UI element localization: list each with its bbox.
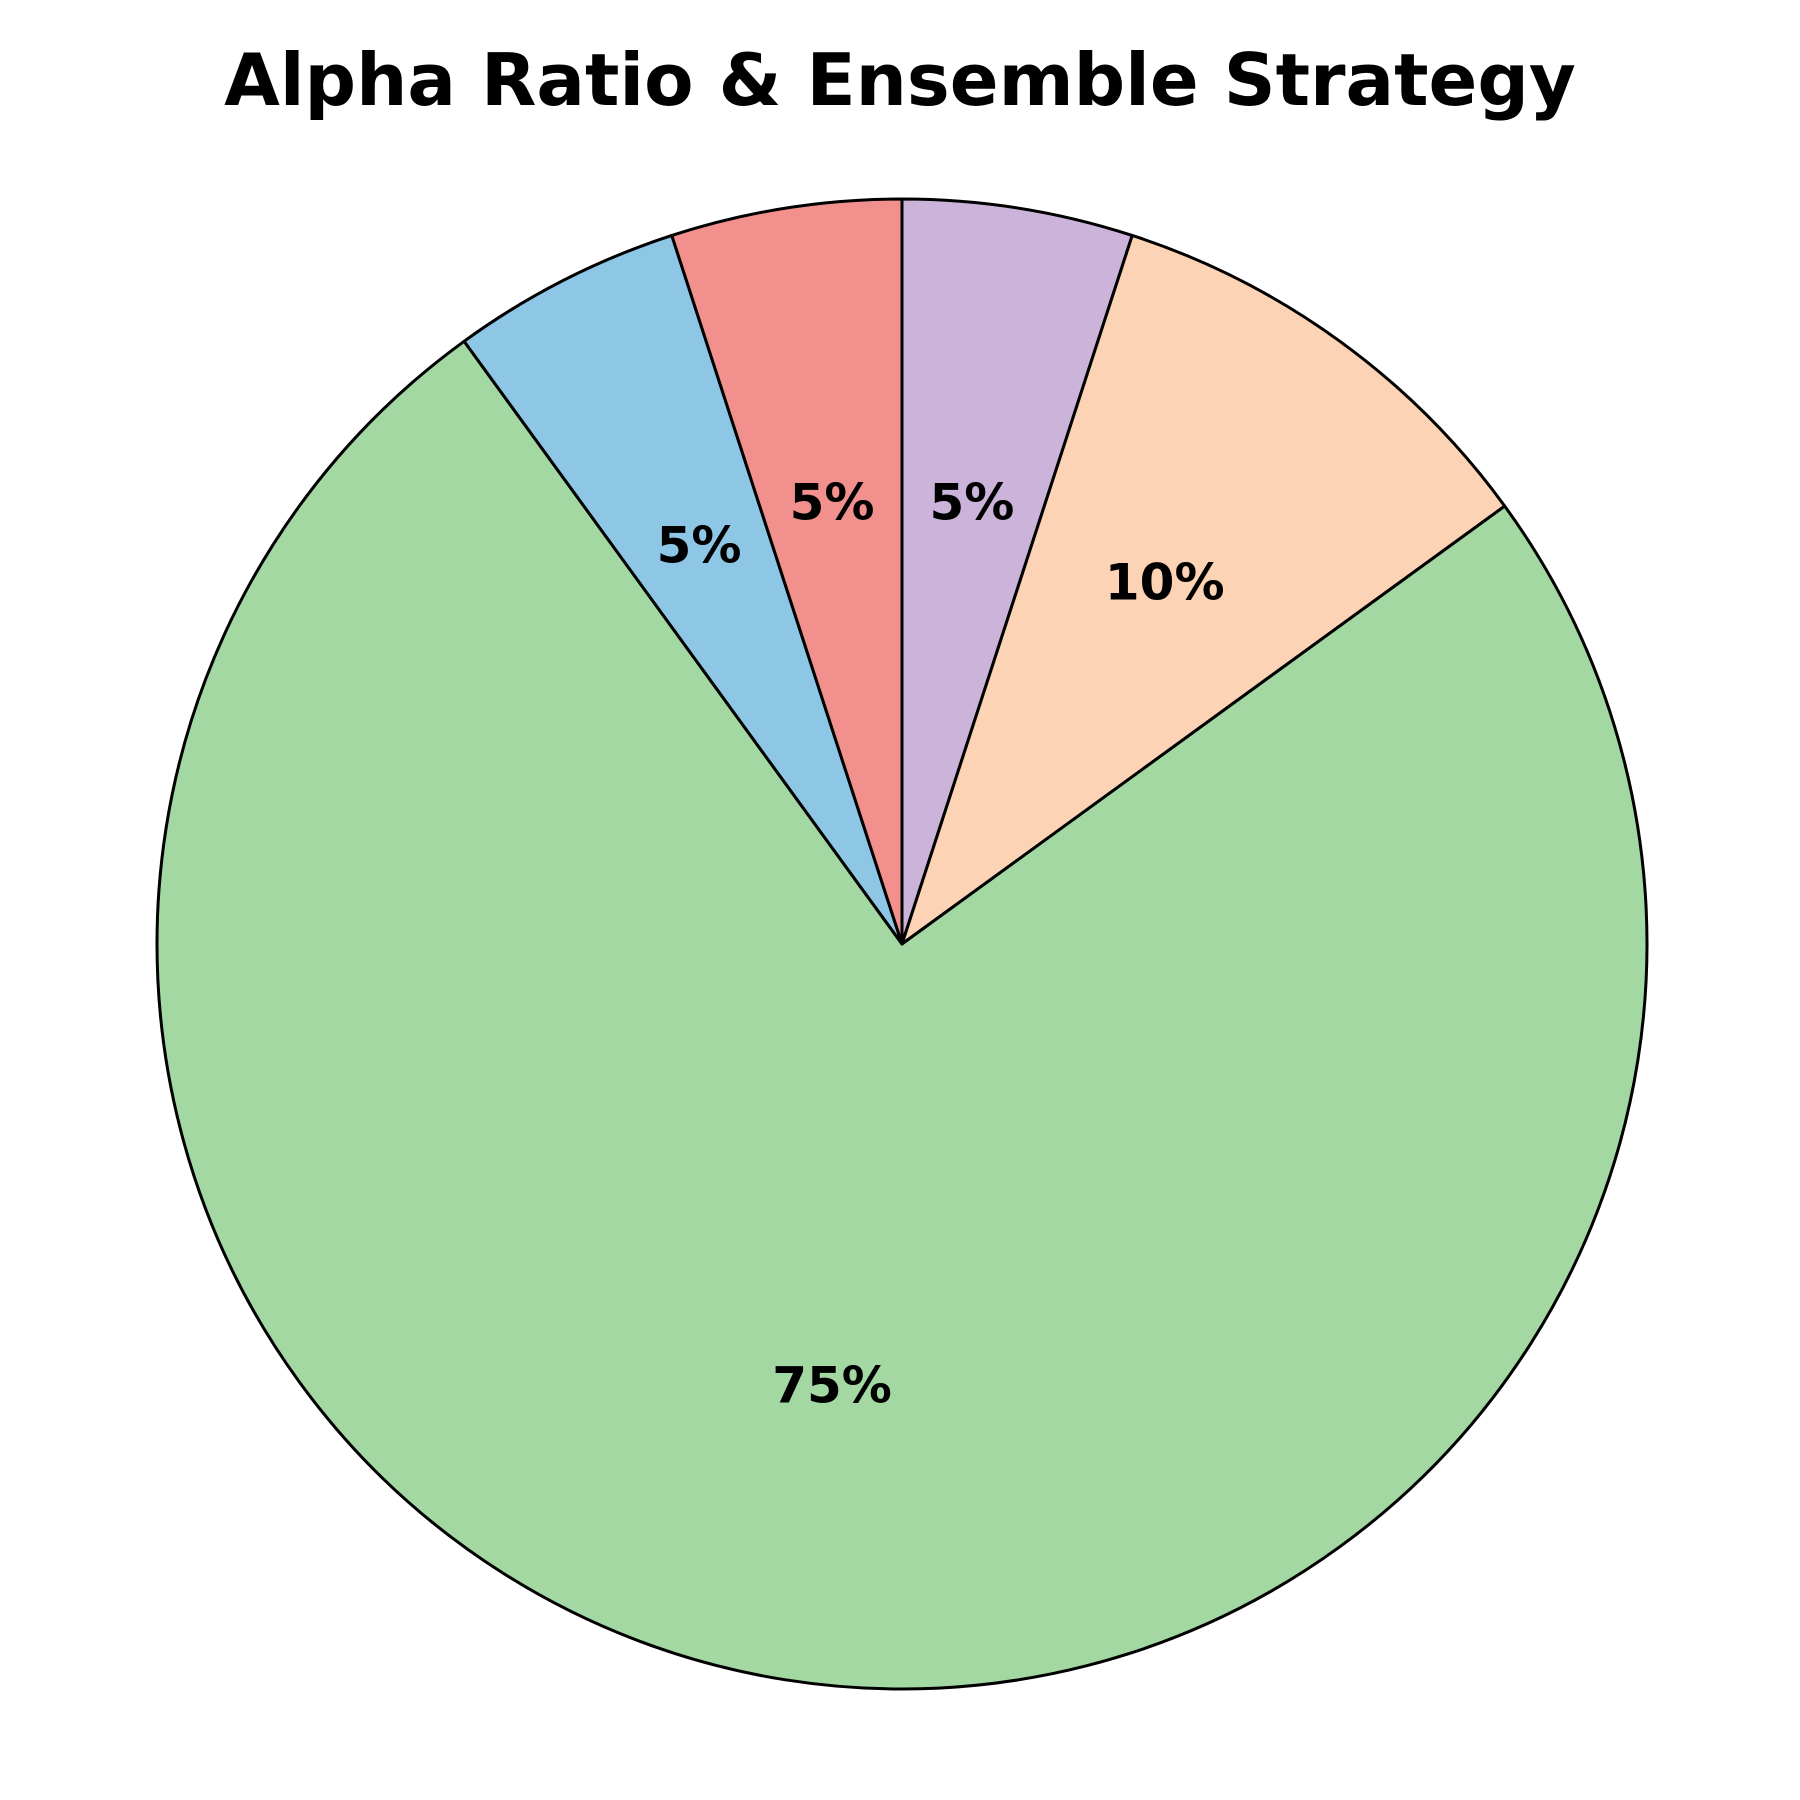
- pie-slice-label-3: 75%: [772, 1357, 892, 1415]
- pie-slice-5: [670, 197, 904, 946]
- pie-slice-2: [900, 233, 1507, 946]
- pie-slice-label-4: 5%: [657, 517, 742, 575]
- chart-title: Alpha Ratio & Ensemble Strategy: [224, 38, 1576, 122]
- pie-slice-3: [155, 339, 1649, 1691]
- pie-slice-label-5: 5%: [790, 474, 875, 532]
- pie-slice-4: [462, 233, 904, 946]
- pie-slice-label-1: 5%: [929, 474, 1014, 532]
- pie-labels: 5% 10% 75% 5% 5%: [657, 474, 1225, 1415]
- pie-slices: [155, 197, 1649, 1691]
- pie-slice-1: [900, 197, 1134, 946]
- pie-slice-label-2: 10%: [1105, 553, 1225, 611]
